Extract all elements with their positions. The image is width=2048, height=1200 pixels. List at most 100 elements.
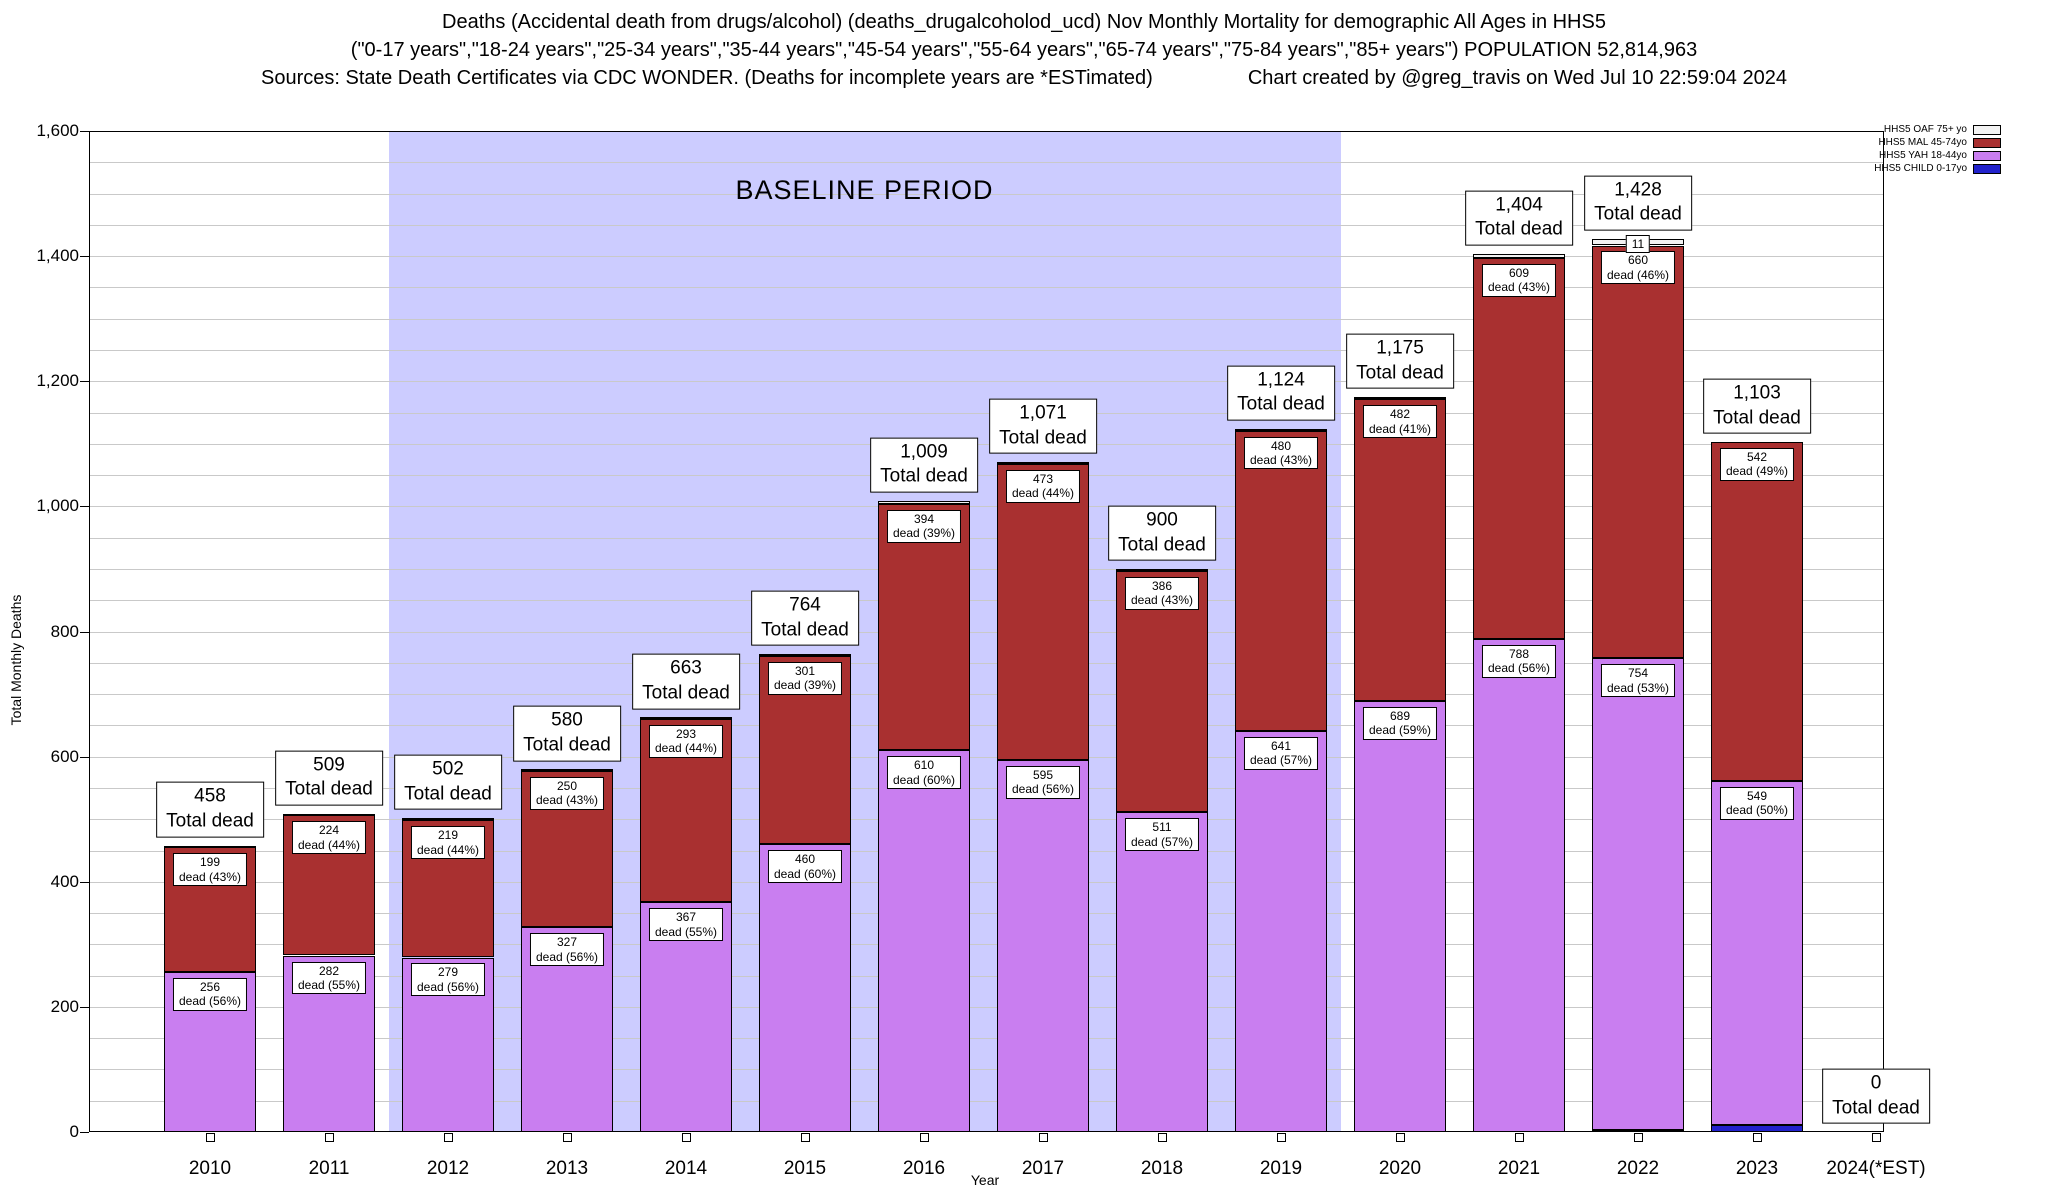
label-line: dead (56%) <box>535 949 599 964</box>
x-tick-label: 2022 <box>1616 1158 1660 1179</box>
segment-label-yah-2013: 327 dead (56%) <box>529 933 605 967</box>
label-line: 764 <box>789 594 821 616</box>
label-line: 256 <box>199 979 221 994</box>
total-label-2023: 1,103 Total dead <box>1703 378 1811 434</box>
label-line: 199 <box>199 855 221 870</box>
label-line: dead (41%) <box>1368 421 1432 436</box>
label-line: 660 <box>1627 253 1649 268</box>
segment-label-yah-2010: 256 dead (56%) <box>172 977 248 1011</box>
label-line: 219 <box>437 828 459 843</box>
zero-marker <box>1871 1133 1881 1142</box>
legend-item-mal: HHS5 MAL 45-74yo <box>1874 136 2001 149</box>
bar-segment-mal-2022 <box>1592 245 1684 659</box>
label-line: dead (55%) <box>297 977 361 992</box>
label-line: Total dead <box>1237 394 1325 416</box>
label-line: dead (56%) <box>416 979 480 994</box>
label-line: dead (53%) <box>1606 680 1670 695</box>
label-line: Total dead <box>285 778 373 800</box>
segment-label-mal-2018: 386 dead (43%) <box>1124 576 1200 610</box>
gridline <box>89 1038 1884 1040</box>
gridline <box>89 193 1884 195</box>
label-line: 1,124 <box>1257 369 1305 391</box>
x-tick-label: 2010 <box>188 1158 232 1179</box>
label-line: 482 <box>1389 407 1411 422</box>
label-line: 549 <box>1746 789 1768 804</box>
bar-segment-yah-2020 <box>1354 700 1446 1132</box>
bar-segment-child-2022 <box>1592 1130 1684 1133</box>
segment-label-yah-2012: 279 dead (56%) <box>410 963 486 997</box>
total-label-2020: 1,175 Total dead <box>1346 333 1454 389</box>
label-line: dead (57%) <box>1130 834 1194 849</box>
x-tick-label: 2016 <box>902 1158 946 1179</box>
chart-header: Deaths (Accidental death from drugs/alco… <box>0 8 2048 92</box>
label-line: Total dead <box>1356 362 1444 384</box>
zero-marker <box>1395 1133 1405 1142</box>
segment-label-yah-2011: 282 dead (55%) <box>291 961 367 995</box>
x-tick-label: 2021 <box>1497 1158 1541 1179</box>
gridline <box>89 694 1884 696</box>
label-line: dead (43%) <box>1249 453 1313 468</box>
bar-segment-mal-2017 <box>997 463 1089 760</box>
total-label-2022: 1,428 Total dead <box>1584 175 1692 231</box>
total-label-2010: 458 Total dead <box>156 782 264 838</box>
label-line: 293 <box>675 727 697 742</box>
gridline <box>89 913 1884 914</box>
label-line: Total dead <box>166 810 254 832</box>
label-line: dead (43%) <box>535 793 599 808</box>
segment-label-yah-2019: 641 dead (57%) <box>1243 736 1319 770</box>
label-line: dead (44%) <box>1011 486 1075 501</box>
bar-segment-mal-2019 <box>1235 430 1327 731</box>
gridline <box>89 256 1884 258</box>
x-tick-label: 2020 <box>1378 1158 1422 1179</box>
segment-label-yah-2018: 511 dead (57%) <box>1124 818 1200 852</box>
label-line: 1,175 <box>1376 337 1424 359</box>
gridline <box>89 1069 1884 1071</box>
label-line: 509 <box>313 754 345 776</box>
bar-segment-yah-2021 <box>1473 639 1565 1132</box>
legend-swatch <box>1973 150 2001 161</box>
zero-marker <box>681 1133 691 1142</box>
label-line: 609 <box>1508 266 1530 280</box>
gridline <box>89 381 1884 383</box>
segment-label-mal-2016: 394 dead (39%) <box>886 509 962 543</box>
bar-segment-yah-2018 <box>1116 812 1208 1132</box>
zero-marker <box>919 1133 929 1142</box>
segment-label-yah-2014: 367 dead (55%) <box>648 908 724 942</box>
bar-segment-oaf-2014 <box>640 717 732 720</box>
label-line: 595 <box>1032 767 1054 782</box>
segment-label-yah-2016: 610 dead (60%) <box>886 756 962 790</box>
label-line: dead (60%) <box>773 866 837 881</box>
gridline <box>89 412 1884 414</box>
y-tick <box>80 756 89 758</box>
plot-border <box>89 131 1884 1132</box>
segment-label-yah-2023: 549 dead (50%) <box>1719 787 1795 820</box>
legend-swatch <box>1973 124 2001 135</box>
segment-label-mal-2014: 293 dead (44%) <box>648 725 724 758</box>
label-line: dead (56%) <box>1011 782 1075 797</box>
bar-segment-mal-2023 <box>1711 441 1803 781</box>
bar-segment-child-2023 <box>1711 1124 1803 1132</box>
legend-label: HHS5 CHILD 0-17yo <box>1874 163 1967 174</box>
gridline <box>89 475 1884 477</box>
bar-segment-oaf-2010 <box>164 845 256 848</box>
zero-marker <box>1157 1133 1167 1142</box>
baseline-band-label: BASELINE PERIOD <box>735 175 994 205</box>
segment-label-yah-2022: 754 dead (53%) <box>1600 664 1676 698</box>
bar-segment-yah-2015 <box>759 844 851 1132</box>
y-tick <box>80 631 89 633</box>
legend: HHS5 OAF 75+ yo HHS5 MAL 45-74yo HHS5 YAH … <box>1874 123 2001 175</box>
segment-label-mal-2013: 250 dead (43%) <box>529 777 605 810</box>
label-line: dead (43%) <box>1130 593 1194 608</box>
label-line: 11 <box>1631 236 1645 251</box>
segment-label-mal-2023: 542 dead (49%) <box>1719 447 1795 481</box>
label-line: dead (59%) <box>1368 723 1432 738</box>
label-line: 1,404 <box>1495 194 1543 216</box>
zero-marker <box>1514 1133 1524 1142</box>
total-label-2021: 1,404 Total dead <box>1465 190 1573 246</box>
bar-segment-mal-2018 <box>1116 570 1208 813</box>
x-tick-label: 2024(*EST) <box>1826 1158 1926 1179</box>
zero-marker <box>1752 1133 1762 1142</box>
total-label-2018: 900 Total dead <box>1108 505 1216 561</box>
bar-segment-oaf-2017 <box>997 462 1089 464</box>
y-tick-label: 0 <box>69 1122 79 1141</box>
